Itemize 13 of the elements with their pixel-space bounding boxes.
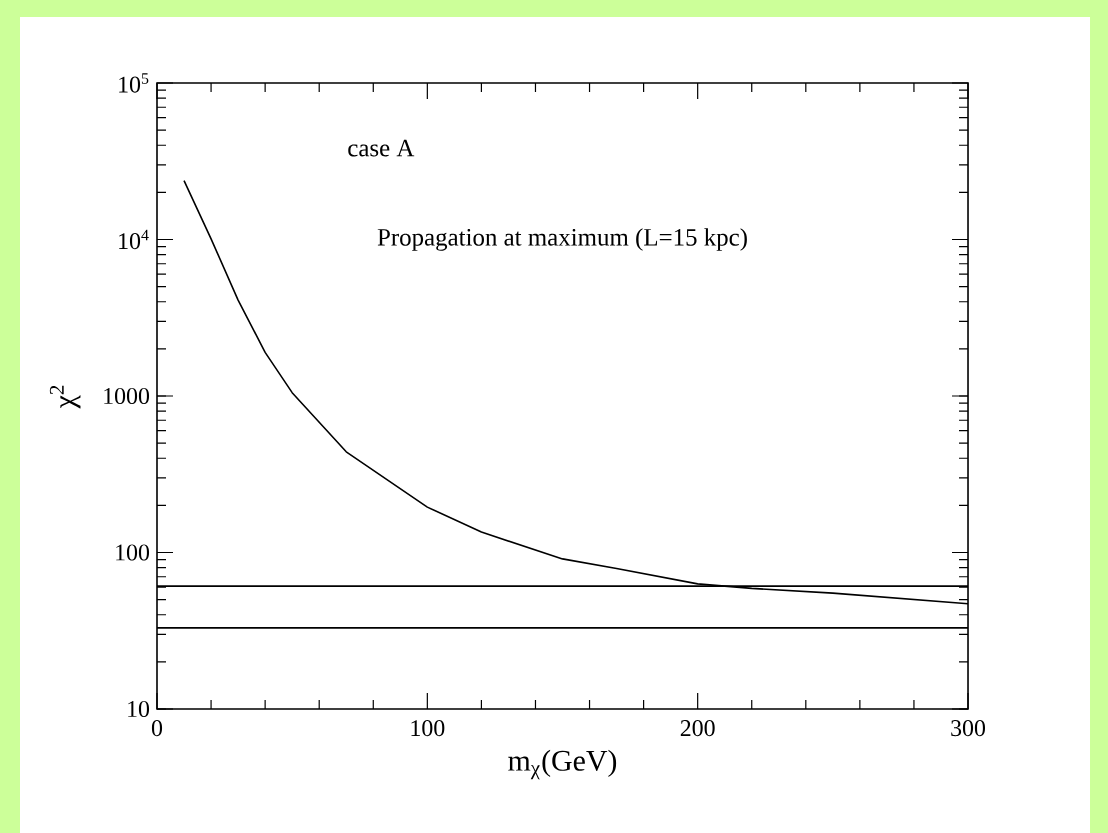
- x-tick-label: 0: [151, 720, 163, 737]
- annotation: Propagation at maximum (L=15 kpc): [377, 228, 747, 251]
- annotation: case A: [348, 139, 415, 157]
- x-tick-label: 200: [680, 720, 715, 737]
- x-tick-label: 300: [951, 720, 986, 737]
- y-tick-label: 10$^{4}$: [119, 229, 149, 250]
- x-axis-title: m$_{χ}$(GeV): [508, 749, 617, 780]
- x-tick-label: 100: [411, 720, 445, 737]
- y-tick-label: 1000: [104, 387, 150, 405]
- y-tick-label: 10$^{5}$: [119, 73, 149, 93]
- y-axis-title: χ$^{2}$: [49, 385, 81, 409]
- y-tick-label: 10: [128, 700, 150, 718]
- y-tick-label: 100: [116, 544, 150, 561]
